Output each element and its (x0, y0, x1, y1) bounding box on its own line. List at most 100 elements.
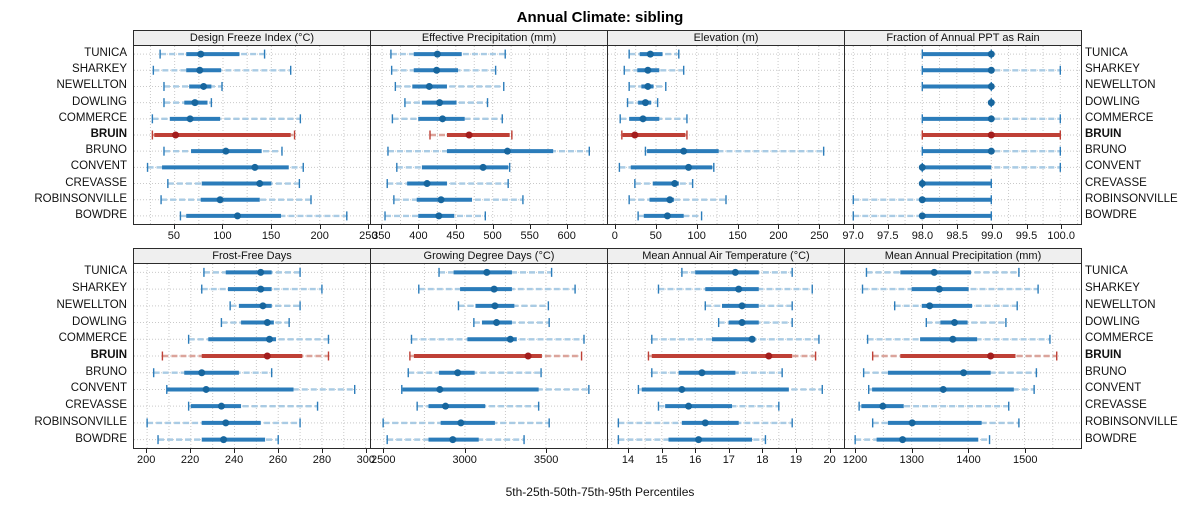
x-axis-design-freeze-index: 50 100 150 200 250 (133, 225, 377, 248)
percentile-row-sharkey (152, 65, 292, 75)
median-dot (220, 436, 228, 444)
median-dot (263, 352, 271, 360)
figure-caption: 5th-25th-50th-75th-95th Percentiles (505, 485, 695, 499)
median-dot (506, 335, 514, 343)
top-axis-row: 50 100 150 200 250 350 400 450 500 550 600 0 50 100… (0, 225, 1200, 248)
median-dot (731, 268, 739, 276)
row-label: COMMERCE (1085, 332, 1154, 345)
percentile-row-newellton (704, 301, 793, 311)
bottom-panel-row: TUNICA SHARKEY NEWELLTON DOWLING COMMERCE BRU… (0, 248, 1200, 449)
median-dot (222, 147, 230, 155)
x-axis-mean-annual-air-temperature: 14 15 16 17 18 19 20 (608, 449, 845, 472)
row-labels-left-top: TUNICA SHARKEY NEWELLTON DOWLING COMMERCE BRU… (0, 30, 133, 225)
percentile-row-commerce (151, 114, 302, 124)
panel-header: Fraction of Annual PPT as Rain (845, 31, 1081, 46)
row-labels-left-bottom: TUNICA SHARKEY NEWELLTON DOWLING COMMERCE BRU… (0, 248, 133, 449)
tick-label: 100 (687, 230, 706, 242)
median-dot (663, 212, 671, 220)
tick-mark (277, 449, 279, 453)
row-label: BRUNO (85, 365, 127, 378)
row-label: BOWDRE (1085, 432, 1137, 445)
tick-label: 3500 (533, 454, 559, 466)
tick-label: 400 (409, 230, 428, 242)
percentile-row-bruno (387, 146, 591, 156)
median-dot (951, 319, 959, 327)
percentile-row-crevasse (918, 179, 992, 189)
percentile-row-convent (146, 162, 304, 172)
tick-label: 100 (213, 230, 232, 242)
tick-label: 550 (520, 230, 539, 242)
panel-header: Mean Annual Air Temperature (°C) (608, 249, 844, 264)
tick-mark (146, 449, 148, 453)
median-dot (442, 402, 450, 410)
percentile-row-commerce (921, 114, 1061, 124)
percentile-row-commerce (410, 334, 585, 344)
tick-mark (365, 449, 367, 453)
row-labels-right-bottom: TUNICA SHARKEY NEWELLTON DOWLING COMMERCE BRU… (1082, 248, 1200, 449)
row-label: DOWLING (1085, 95, 1140, 108)
median-dot (685, 163, 693, 171)
tick-mark (887, 225, 889, 229)
percentile-row-tunica (390, 49, 506, 59)
percentile-row-robinsonville (617, 418, 793, 428)
median-dot (465, 131, 473, 139)
percentile-row-sharkey (623, 65, 685, 75)
percentile-row-convent (918, 162, 1061, 172)
panel-growing-degree-days: Growing Degree Days (°C) (370, 248, 608, 449)
median-dot (926, 302, 934, 310)
tick-mark (778, 225, 780, 229)
tick-mark (655, 225, 657, 229)
percentile-row-tunica (921, 49, 995, 59)
tick-mark (173, 225, 175, 229)
median-dot (265, 335, 273, 343)
tick-label: 200 (769, 230, 788, 242)
tick-label: 15 (655, 454, 668, 466)
median-dot (918, 196, 926, 204)
percentile-row-crevasse (187, 401, 319, 411)
percentile-row-dowling (220, 318, 290, 328)
percentile-plot (845, 46, 1081, 224)
median-dot (918, 180, 926, 188)
tick-mark (661, 449, 663, 453)
median-dot (735, 285, 743, 293)
median-dot (200, 82, 208, 90)
row-label: NEWELLTON (1085, 298, 1156, 311)
row-label: DOWLING (72, 95, 127, 108)
percentile-row-commerce (651, 334, 820, 344)
percentile-row-newellton (921, 81, 995, 91)
tick-mark (1061, 225, 1063, 229)
percentile-row-robinsonville (146, 418, 301, 428)
percentile-row-convent (401, 384, 590, 394)
median-dot (666, 196, 674, 204)
tick-mark (796, 449, 798, 453)
row-label: TUNICA (1085, 47, 1128, 60)
tick-mark (566, 225, 568, 229)
percentile-row-bruno (651, 368, 783, 378)
tick-mark (455, 225, 457, 229)
panel-fraction-ppt-rain: Fraction of Annual PPT as Rain (844, 30, 1082, 225)
tick-label: 200 (136, 454, 156, 466)
percentile-row-tunica (203, 267, 301, 277)
tick-label: 18 (756, 454, 769, 466)
tick-mark (383, 449, 385, 453)
percentile-row-crevasse (657, 401, 780, 411)
tick-mark (190, 449, 192, 453)
median-dot (256, 180, 264, 188)
percentile-row-convent (166, 384, 356, 394)
percentile-row-bruno (152, 368, 273, 378)
tick-label: 450 (446, 230, 465, 242)
median-dot (493, 319, 501, 327)
median-dot (197, 50, 205, 58)
percentile-row-tunica (438, 267, 553, 277)
percentile-row-bowdre (854, 435, 991, 445)
tick-mark (829, 449, 831, 453)
row-label: CONVENT (1085, 160, 1142, 173)
tick-label: 200 (310, 230, 329, 242)
median-dot (987, 147, 995, 155)
tick-label: 98.5 (946, 230, 968, 242)
median-dot (196, 66, 204, 74)
row-label: BRUNO (1085, 365, 1127, 378)
row-label: CONVENT (70, 160, 127, 173)
tick-mark (529, 225, 531, 229)
top-panel-row: TUNICA SHARKEY NEWELLTON DOWLING COMMERCE BRU… (0, 30, 1200, 225)
